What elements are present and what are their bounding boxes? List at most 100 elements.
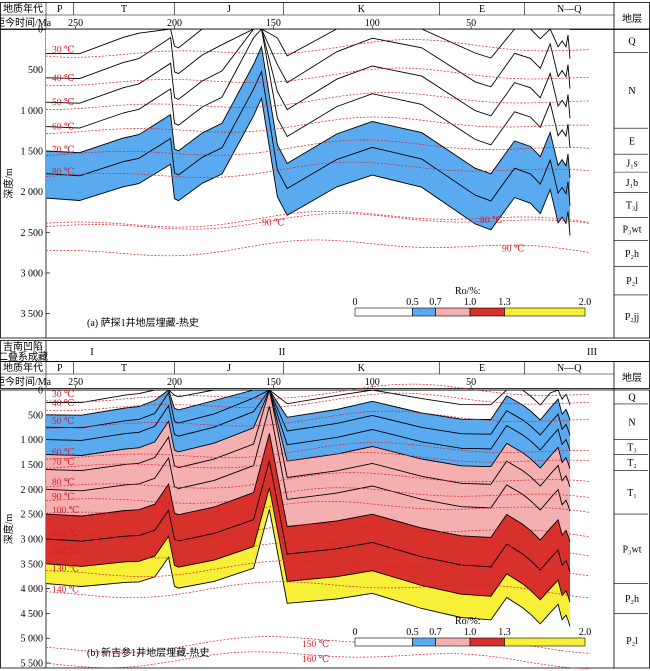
isotherm-line bbox=[45, 560, 591, 577]
time-tick-label: 250 bbox=[68, 18, 83, 29]
period-label: T bbox=[121, 363, 127, 374]
period-label: P bbox=[57, 363, 63, 374]
isotherm-line bbox=[45, 442, 591, 460]
maturity-band bbox=[46, 390, 570, 469]
legend-swatch bbox=[412, 637, 436, 647]
period-label: E bbox=[479, 4, 485, 15]
burial-line bbox=[46, 96, 571, 236]
isotherm-line bbox=[45, 651, 591, 669]
isotherm-label: 90 ℃ bbox=[52, 493, 75, 503]
period-label: K bbox=[358, 363, 366, 374]
isotherm-label: 50 ℃ bbox=[52, 417, 75, 427]
burial-line bbox=[46, 390, 571, 451]
depth-tick-label: 1 500 bbox=[21, 460, 44, 471]
isotherm-label: 80 ℃ bbox=[52, 478, 75, 488]
isotherm-label: 70 ℃ bbox=[52, 145, 75, 155]
legend-tick-label: 2.0 bbox=[579, 627, 592, 638]
isotherm-line bbox=[45, 239, 591, 257]
depth-axis: 0 500 1 000 1 500 2 000 2 500 3 000 3 500 深度/m bbox=[2, 25, 50, 320]
legend-tick-label: 0.7 bbox=[429, 297, 442, 308]
isotherm-label: 60 ℃ bbox=[52, 123, 75, 133]
isotherm-line bbox=[45, 116, 591, 134]
isotherm-label: 150 ℃ bbox=[302, 640, 330, 650]
strata-label: T₁ bbox=[627, 488, 637, 499]
header-box bbox=[0, 2, 650, 30]
region-label-line1: 吉南凹陷 bbox=[3, 340, 43, 353]
header-era-label: 地质年代 bbox=[3, 361, 43, 374]
header-era-label: 地质年代 bbox=[3, 2, 43, 15]
burial-line bbox=[46, 70, 571, 206]
burial-line bbox=[46, 433, 571, 542]
period-label: N—Q bbox=[557, 363, 582, 374]
isotherm-label: 90 ℃ bbox=[262, 219, 285, 229]
depth-tick-label: 2 500 bbox=[21, 510, 44, 521]
depth-tick-label: 3 500 bbox=[21, 559, 44, 570]
time-tick-label: 100 bbox=[365, 18, 380, 29]
isotherm-label: 30 ℃ bbox=[52, 390, 75, 400]
maturity-band bbox=[46, 433, 570, 572]
burial-line bbox=[46, 390, 571, 436]
period-label: J bbox=[227, 363, 231, 374]
strata-label: P₂h bbox=[625, 249, 639, 260]
isotherm-label: 160 ℃ bbox=[302, 655, 330, 665]
time-tick-label: 50 bbox=[466, 377, 476, 388]
region-label-line2: 二叠系成藏 bbox=[0, 351, 48, 363]
depth-tick-label: 0 bbox=[38, 25, 43, 36]
maturity-band bbox=[46, 46, 570, 206]
strata-label: T₃j bbox=[626, 201, 638, 212]
depth-axis: 0 500 1 000 1 500 2 000 2 500 3 000 3 500 4 000 4… bbox=[2, 386, 50, 670]
depth-tick-label: 1 000 bbox=[21, 106, 44, 117]
legend-swatch bbox=[354, 637, 413, 647]
legend-swatch bbox=[469, 637, 505, 647]
header-time-label: 距今时间/Ma bbox=[0, 16, 52, 29]
depth-tick-label: 4 000 bbox=[21, 584, 44, 595]
isotherm-line bbox=[45, 67, 591, 86]
burial-line bbox=[46, 509, 571, 627]
time-tick-label: 200 bbox=[167, 18, 182, 29]
time-tick-label: 250 bbox=[68, 377, 83, 388]
burial-line bbox=[46, 390, 571, 421]
time-tick-label: 200 bbox=[167, 377, 182, 388]
legend-tick-label: 0 bbox=[353, 297, 358, 308]
isotherms: 30 ℃ 40 ℃ 50 ℃ 60 ℃ 70 ℃ 80 ℃ 90 ℃ 80 ℃ 90 ℃ bbox=[45, 39, 591, 257]
isotherm-line bbox=[45, 39, 591, 58]
period-label: P bbox=[57, 4, 63, 15]
burial-line bbox=[46, 460, 571, 572]
legend-tick-label: 1.0 bbox=[464, 627, 477, 638]
burial-line bbox=[46, 487, 571, 603]
isotherm-label: 130 ℃ bbox=[52, 565, 80, 575]
burial-line bbox=[46, 406, 571, 512]
legend-tick-label: 1.3 bbox=[498, 627, 511, 638]
stage-label: III bbox=[587, 347, 597, 358]
depth-tick-label: 5 500 bbox=[21, 659, 44, 670]
isotherm-label: 110 ℃ bbox=[52, 529, 79, 539]
time-tick-label: 150 bbox=[266, 18, 281, 29]
header-time-label: 距今时间/Ma bbox=[0, 375, 52, 388]
strata-label: P₃wt bbox=[622, 544, 641, 555]
legend-swatch bbox=[469, 307, 505, 317]
region-header-box bbox=[0, 340, 650, 362]
isotherm-line bbox=[45, 210, 591, 228]
legend-swatch bbox=[435, 637, 471, 647]
legend-swatch bbox=[412, 307, 436, 317]
period-label: E bbox=[479, 363, 485, 374]
isotherm-line bbox=[46, 410, 591, 429]
period-label: J bbox=[227, 4, 231, 15]
burial-line bbox=[46, 29, 571, 59]
strata-label: N bbox=[628, 417, 635, 428]
isotherm-label: 80 ℃ bbox=[480, 216, 503, 226]
legend-tick-label: 0.5 bbox=[406, 297, 419, 308]
isotherm-line bbox=[45, 383, 591, 403]
stage-label: I bbox=[90, 347, 93, 358]
isotherm-label: 80 ℃ bbox=[52, 167, 75, 177]
panel-title: (b) 新吉参1井地层埋藏-热史 bbox=[87, 646, 210, 659]
maturity-band bbox=[46, 487, 570, 627]
depth-tick-label: 3 500 bbox=[21, 309, 44, 320]
strata-label: J₁b bbox=[626, 178, 638, 189]
isotherm-line bbox=[45, 500, 591, 518]
depth-tick-label: 0 bbox=[38, 386, 43, 397]
legend-swatch bbox=[354, 307, 413, 317]
legend-swatch bbox=[435, 307, 471, 317]
